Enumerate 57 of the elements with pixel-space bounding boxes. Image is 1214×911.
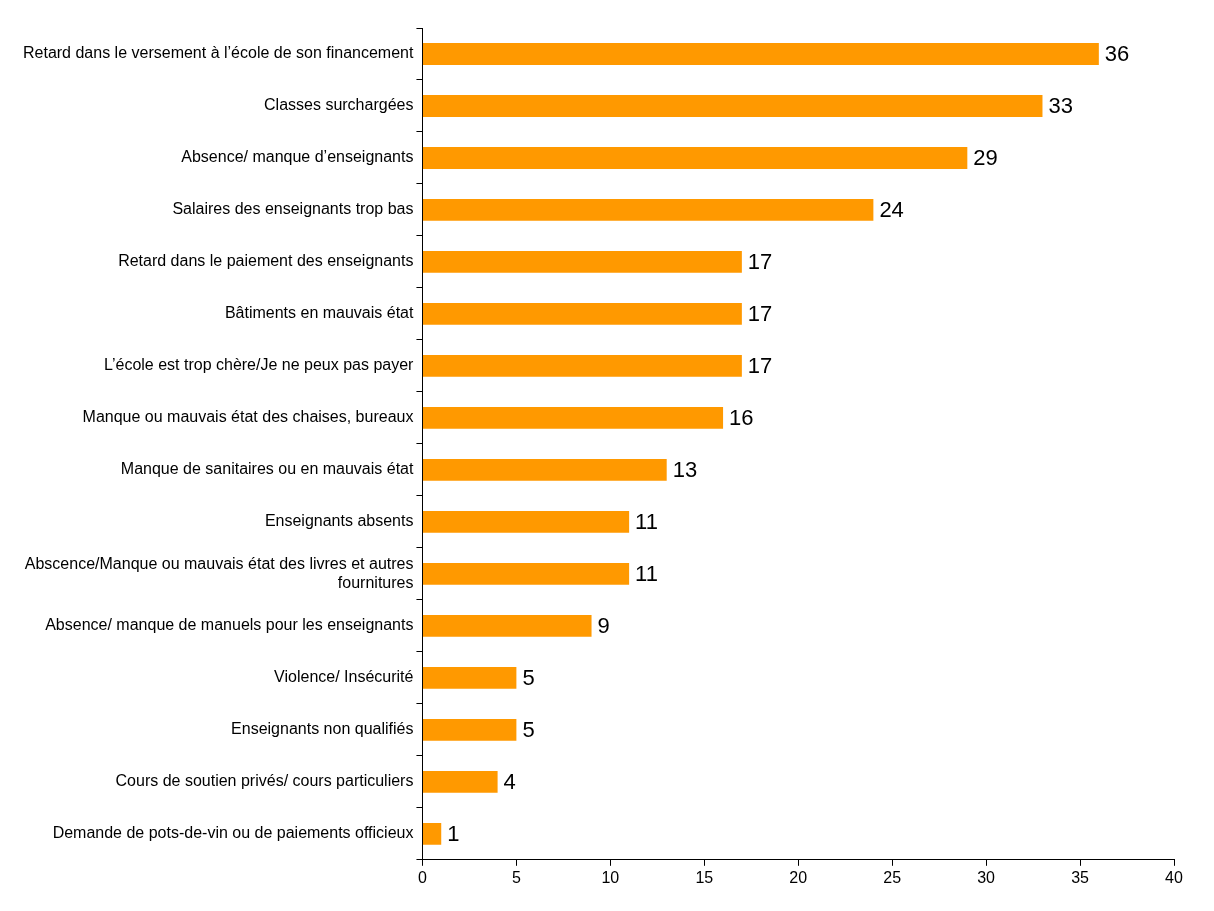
data-label: 9 — [597, 612, 610, 638]
y-tick-label: Absence/ manque de manuels pour les enseignants — [45, 616, 414, 634]
data-label: 24 — [879, 197, 904, 223]
bar — [422, 666, 517, 689]
bar — [422, 303, 742, 325]
bar — [422, 251, 742, 273]
bar — [422, 43, 1099, 65]
bar — [422, 355, 742, 377]
y-tick-label: Enseignants non qualifiés — [231, 720, 414, 738]
x-tick-label: 20 — [789, 868, 808, 886]
y-tick-label: L’école est trop chère/Je ne peux pas payer — [103, 356, 415, 374]
data-label: 11 — [635, 508, 658, 534]
bar — [422, 458, 667, 481]
data-label: 29 — [973, 145, 998, 171]
y-tick-label: Violence/ Insécurité — [274, 668, 414, 686]
y-tick-label: Retard dans le versement à l’école de son financement — [22, 44, 414, 62]
x-tick-label: 40 — [1165, 868, 1183, 886]
data-label: 17 — [747, 249, 773, 275]
data-label: 11 — [635, 560, 658, 586]
y-tick-label: Cours de soutien privés/ cours particuliers — [115, 772, 414, 790]
bar — [422, 406, 724, 429]
y-tick-label: Bâtiments en mauvais état — [224, 304, 414, 322]
x-tick-label: 25 — [883, 868, 902, 886]
y-tick-label: Classes surchargées — [264, 96, 414, 114]
bar — [422, 718, 517, 741]
data-label: 16 — [729, 404, 754, 430]
data-label: 5 — [522, 664, 535, 690]
x-tick-label: 0 — [417, 868, 427, 886]
x-tick-label: 35 — [1071, 868, 1090, 886]
y-tick-label: Retard dans le paiement des enseignants — [118, 252, 414, 270]
data-label: 17 — [747, 300, 773, 326]
y-tick-label: Salaires des enseignants trop bas — [172, 200, 414, 218]
data-label: 36 — [1104, 41, 1130, 67]
y-tick-label: Absence/ manque d’enseignants — [181, 148, 414, 166]
y-tick-label: Abscence/Manque ou mauvais état des livres et autres fournitures — [24, 554, 414, 591]
y-tick-label: Manque ou mauvais état des chaises, bureaux — [82, 408, 414, 426]
bar — [422, 822, 442, 845]
bar — [422, 95, 1043, 117]
x-tick-label: 10 — [601, 868, 620, 886]
bar — [422, 147, 968, 169]
data-label: 1 — [447, 820, 460, 846]
data-label: 5 — [522, 716, 535, 742]
bar — [422, 770, 498, 793]
y-tick-label: Demande de pots-de-vin ou de paiements officieux — [52, 824, 414, 842]
y-tick-label: Manque de sanitaires ou en mauvais état — [120, 460, 414, 478]
bar — [422, 199, 874, 221]
bar — [422, 614, 592, 637]
data-label: 4 — [503, 768, 516, 794]
x-tick-label: 30 — [977, 868, 996, 886]
data-label: 17 — [747, 352, 773, 378]
data-label: 33 — [1048, 93, 1073, 119]
bar — [422, 562, 630, 585]
x-tick-label: 15 — [695, 868, 714, 886]
bar — [422, 510, 630, 533]
y-tick-label: Enseignants absents — [264, 512, 414, 530]
data-label: 13 — [672, 456, 698, 482]
x-tick-label: 5 — [511, 868, 521, 886]
